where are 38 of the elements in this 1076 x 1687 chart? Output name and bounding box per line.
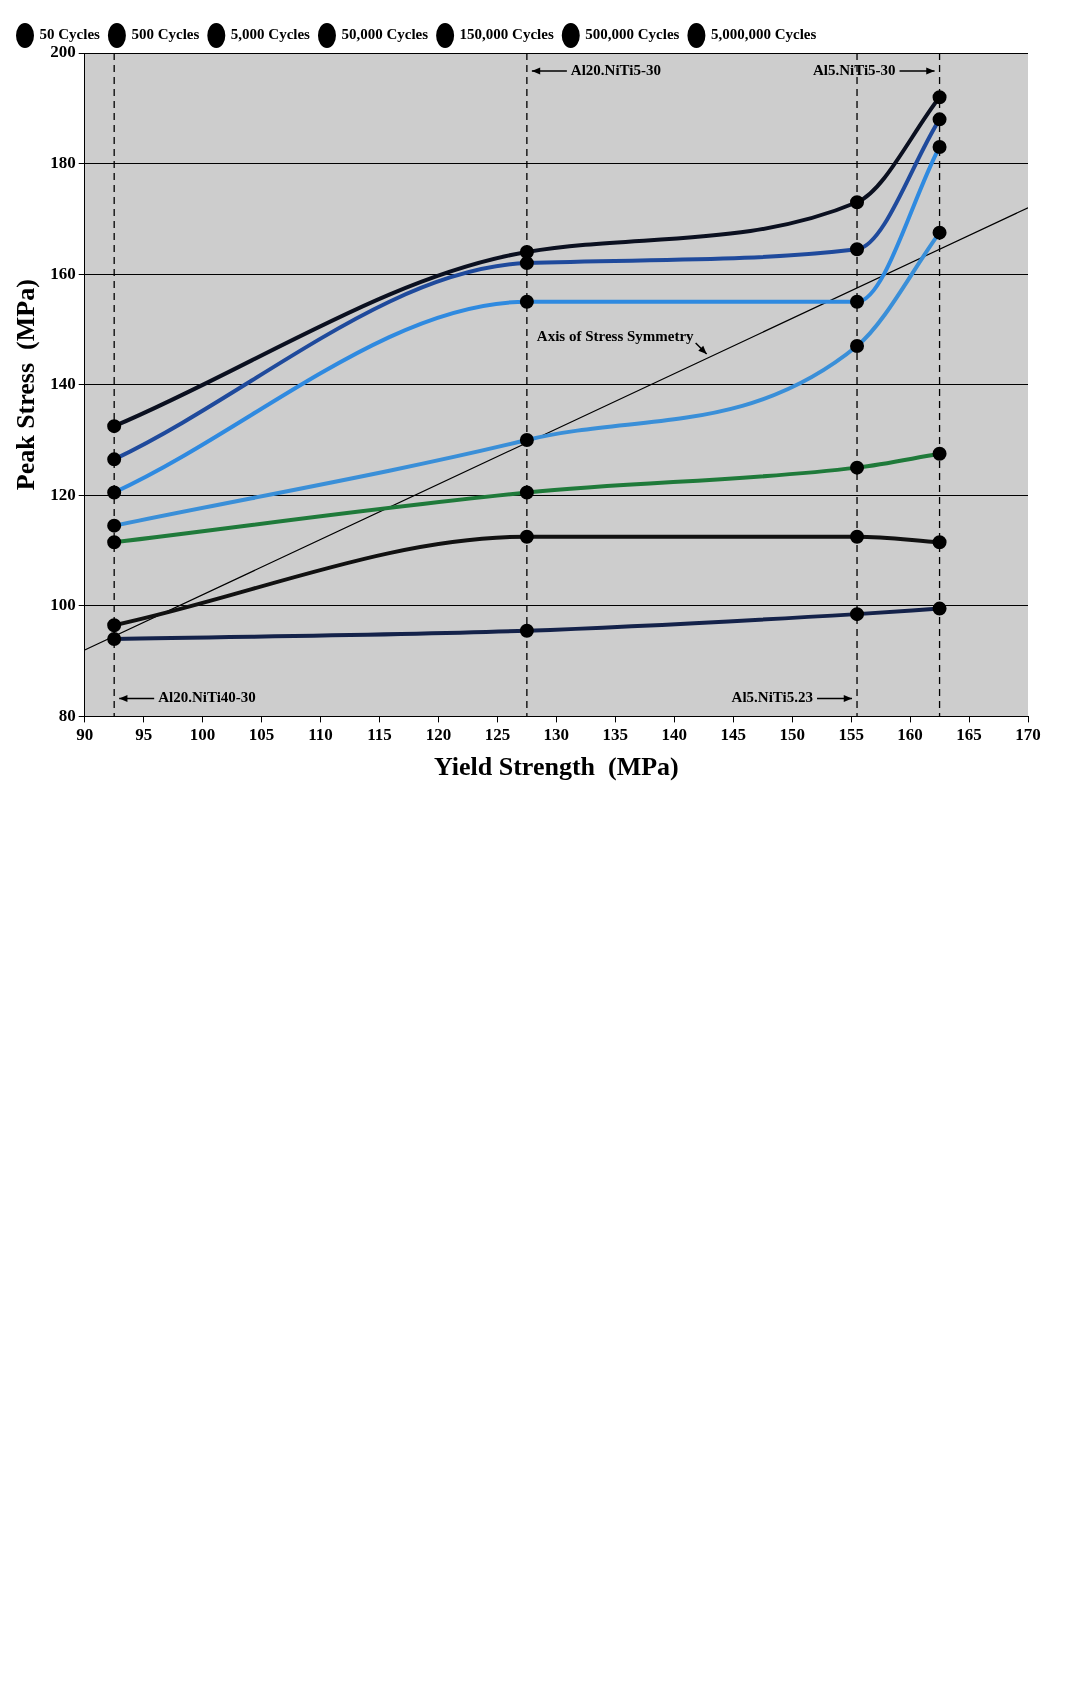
x-tick-label: 145	[720, 724, 746, 744]
x-tick-label: 110	[308, 724, 333, 744]
x-tick-label: 95	[135, 724, 153, 744]
x-tick-label: 155	[838, 724, 864, 744]
y-tick-label: 160	[50, 263, 76, 283]
legend-label: 50,000 Cycles	[341, 26, 429, 43]
annotation: Axis of Stress Symmetry	[536, 327, 695, 344]
x-tick-label: 105	[248, 724, 275, 744]
legend-label: 500,000 Cycles	[585, 26, 680, 43]
x-tick-label: 140	[661, 724, 688, 744]
x-tick-label: 150	[779, 724, 805, 744]
x-tick-label: 125	[484, 724, 511, 744]
y-axis-title: Peak Stress (MPa)	[11, 279, 41, 491]
x-tick-label: 100	[189, 724, 216, 744]
y-tick-label: 120	[50, 484, 76, 504]
x-tick-label: 135	[602, 724, 629, 744]
ref-line-label: Al5.NiTi5.23	[731, 689, 814, 706]
x-axis-title: Yield Strength (MPa)	[433, 752, 679, 782]
legend-label: 500 Cycles	[131, 26, 200, 43]
y-tick-label: 180	[50, 152, 76, 172]
legend-label: 5,000,000 Cycles	[710, 26, 817, 43]
ref-line-label: Al5.NiTi5-30	[812, 61, 896, 78]
y-tick-label: 80	[58, 705, 76, 725]
x-tick-label: 130	[543, 724, 570, 744]
x-tick-label: 165	[956, 724, 982, 744]
y-tick-label: 100	[50, 595, 76, 615]
x-tick-label: 115	[367, 724, 392, 744]
x-tick-label: 120	[425, 724, 452, 744]
ref-line-label: Al20.NiTi5-30	[570, 61, 662, 78]
x-tick-label: 90	[76, 724, 94, 744]
ref-line-label: Al20.NiTi40-30	[158, 689, 256, 706]
legend-label: 5,000 Cycles	[230, 26, 311, 43]
y-tick-label: 200	[50, 42, 76, 62]
x-tick-label: 160	[897, 724, 923, 744]
legend-label: 50 Cycles	[39, 26, 101, 43]
legend-label: 150,000 Cycles	[459, 26, 554, 43]
x-tick-label: 170	[1015, 724, 1041, 744]
y-tick-label: 140	[50, 374, 76, 394]
